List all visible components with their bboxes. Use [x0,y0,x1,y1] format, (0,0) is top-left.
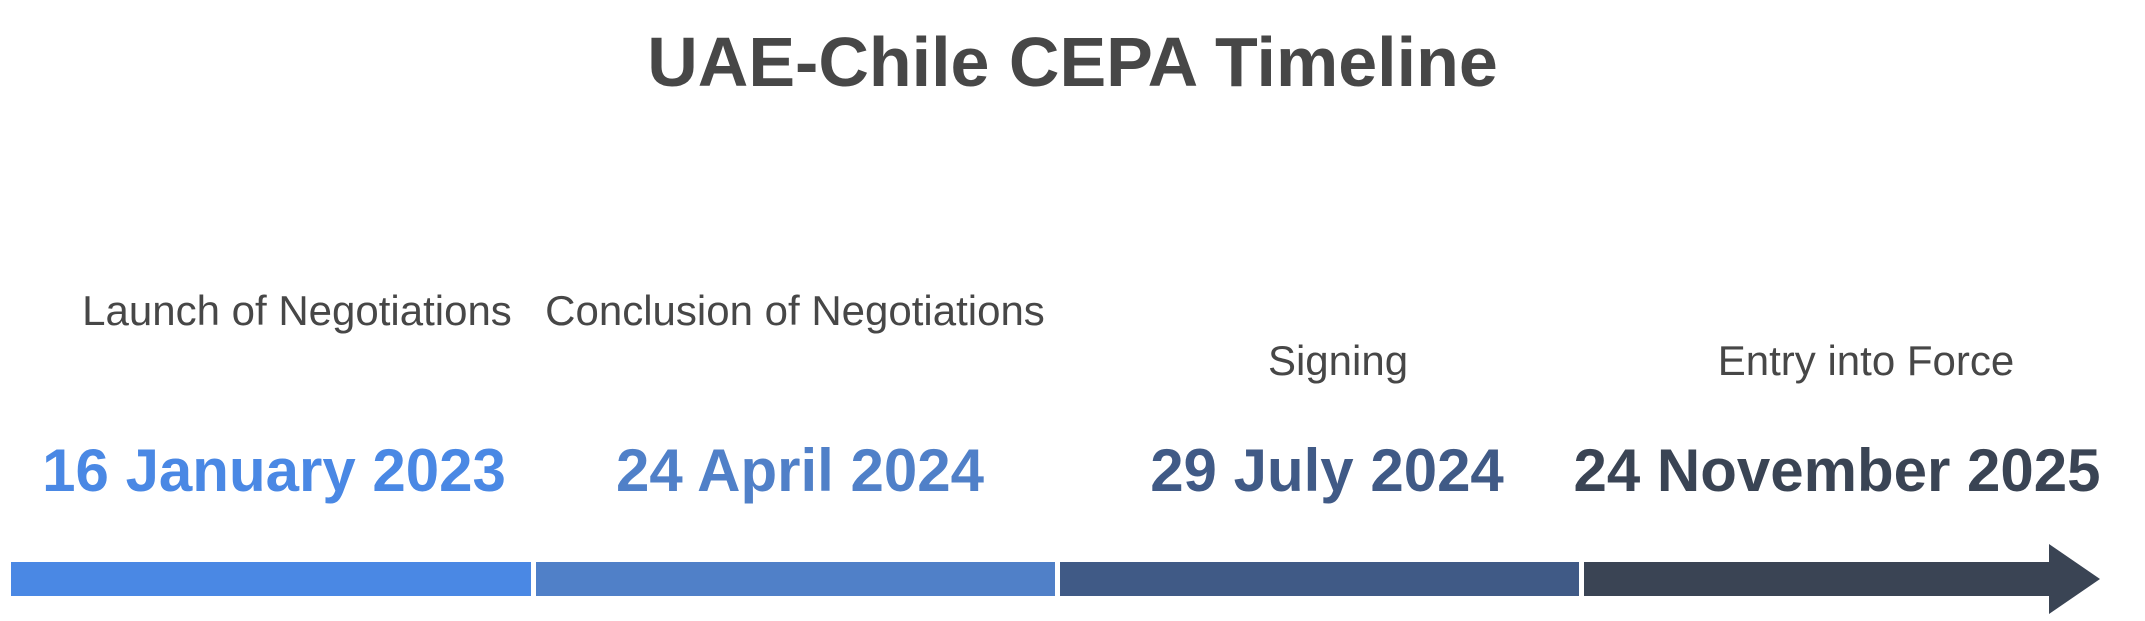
timeline-segment-1 [11,562,531,596]
timeline-segment-2 [536,562,1055,596]
milestone-label-3: Signing [1267,337,1409,384]
milestone-label-1: Launch of Negotiations [82,287,512,334]
timeline-segment-4-arrow [1584,544,2100,614]
page-title: UAE-Chile CEPA Timeline [647,23,1498,101]
timeline-segment-3 [1060,562,1579,596]
milestone-date-4: 24 November 2025 [1573,437,2101,504]
milestone-date-2: 24 April 2024 [616,437,984,504]
milestone-date-1: 16 January 2023 [42,437,506,504]
milestone-label-2: Conclusion of Negotiations [545,287,1045,334]
milestone-date-3: 29 July 2024 [1150,437,1504,504]
milestone-label-4: Entry into Force [1717,337,2015,384]
